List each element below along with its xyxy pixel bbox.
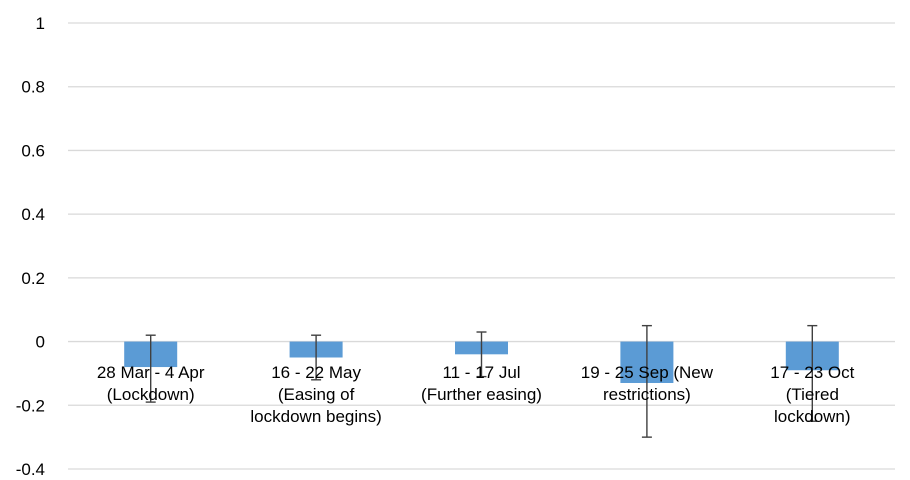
category-label-line: 11 - 17 Jul (442, 363, 520, 382)
y-tick-label: 0.6 (21, 141, 45, 160)
category-label-line: (Easing of (278, 385, 355, 404)
category-label: 19 - 25 Sep (New restrictions) (581, 363, 714, 404)
category-label-line: restrictions) (603, 385, 691, 404)
y-tick-label: 0 (36, 333, 45, 352)
error-bars (145, 324, 818, 438)
category-label-line: 16 - 22 May (271, 363, 361, 382)
error-bar (807, 324, 818, 422)
category-labels: 28 Mar - 4 Apr (Lockdown) 16 - 22 May (Easi… (97, 363, 855, 426)
y-tick-label: 0.8 (21, 78, 45, 97)
category-label-line: 19 - 25 Sep (New (581, 363, 714, 382)
y-tick-label: -0.2 (16, 396, 45, 415)
y-tick-label: -0.4 (16, 460, 45, 479)
category-label: 17 - 23 Oct (Tiered lockdown) (770, 363, 854, 426)
category-label-line: (Tiered (786, 385, 839, 404)
category-label: 28 Mar - 4 Apr (Lockdown) (97, 363, 205, 404)
y-axis-tick-labels: 1 0.8 0.6 0.4 0.2 0 -0.2 -0.4 (16, 14, 45, 479)
category-label-line: (Further easing) (421, 385, 542, 404)
category-label-line: lockdown begins) (250, 407, 381, 426)
y-tick-label: 1 (36, 14, 45, 33)
error-bar (641, 324, 652, 438)
category-label-line: (Lockdown) (107, 385, 195, 404)
y-tick-label: 0.2 (21, 269, 45, 288)
y-tick-label: 0.4 (21, 205, 45, 224)
category-label-line: 28 Mar - 4 Apr (97, 363, 205, 382)
category-label-line: lockdown) (774, 407, 851, 426)
error-bar (476, 331, 487, 378)
error-bar (145, 334, 156, 403)
category-label: 16 - 22 May (Easing of lockdown begins) (250, 363, 381, 426)
category-label: 11 - 17 Jul (Further easing) (421, 363, 542, 404)
error-bar (311, 334, 322, 381)
category-label-line: 17 - 23 Oct (770, 363, 854, 382)
